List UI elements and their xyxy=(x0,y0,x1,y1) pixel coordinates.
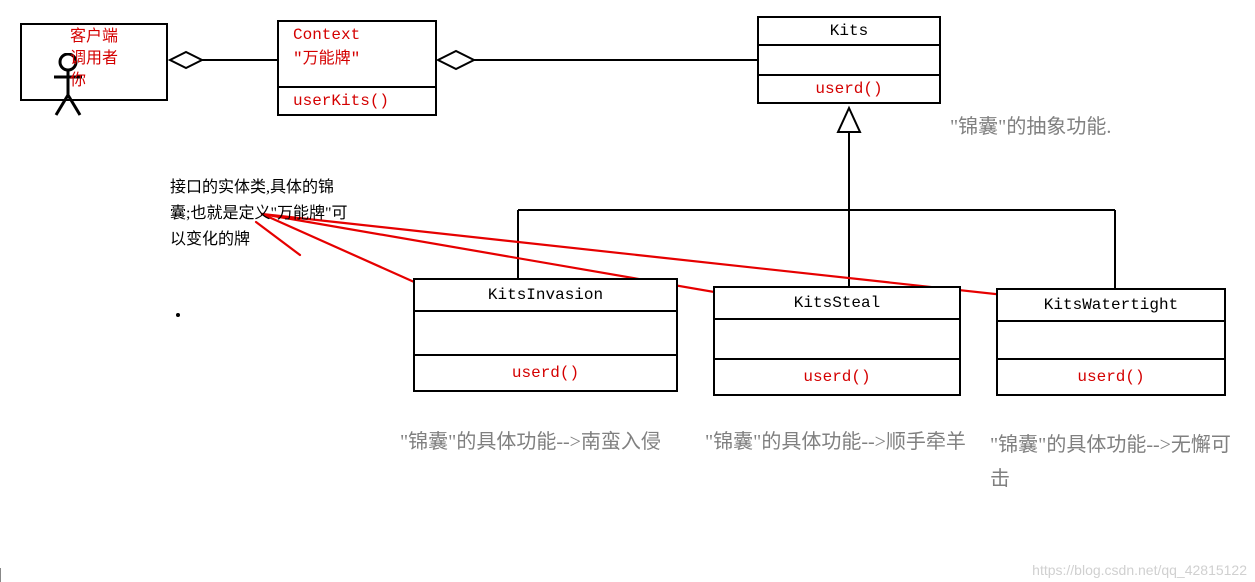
uml-kitsinvasion: KitsInvasion userd() xyxy=(413,278,678,392)
kits-empty-section xyxy=(759,44,939,74)
watermark: https://blog.csdn.net/qq_42815122 xyxy=(1032,562,1247,578)
client-line2: 调用者 xyxy=(70,48,118,70)
client-label: 客户端 调用者 你 xyxy=(70,26,118,92)
kitsinvasion-desc: "锦囊"的具体功能-->南蛮入侵 xyxy=(400,425,690,459)
kits-method: userd() xyxy=(759,74,939,102)
impl-note: 接口的实体类,具体的锦 囊;也就是定义"万能牌"可 以变化的牌 xyxy=(170,175,380,253)
kits-description: "锦囊"的抽象功能. xyxy=(950,110,1111,144)
uml-kitswatertight: KitsWatertight userd() xyxy=(996,288,1226,396)
uml-kits: Kits userd() xyxy=(757,16,941,104)
client-line1: 客户端 xyxy=(70,26,118,48)
uml-context: Context "万能牌" userKits() xyxy=(277,20,437,116)
kitswatertight-method: userd() xyxy=(998,358,1224,394)
kitswatertight-desc: "锦囊"的具体功能-->无懈可击 xyxy=(990,428,1250,496)
kitssteal-desc: "锦囊"的具体功能-->顺手牵羊 xyxy=(705,425,980,459)
aggregation-context-kits xyxy=(438,51,757,69)
client-line3: 你 xyxy=(70,70,118,92)
left-tick-icon xyxy=(0,568,7,582)
kitsinvasion-empty xyxy=(415,310,676,354)
kitssteal-empty xyxy=(715,318,959,358)
impl-note-l1: 接口的实体类,具体的锦 xyxy=(170,175,380,201)
stray-dot xyxy=(176,313,180,317)
kitsinvasion-method: userd() xyxy=(415,354,676,390)
context-title-2: "万能牌" xyxy=(293,44,421,68)
kitssteal-method: userd() xyxy=(715,358,959,394)
kitssteal-title: KitsSteal xyxy=(715,288,959,318)
kitswatertight-empty xyxy=(998,320,1224,358)
impl-note-l3: 以变化的牌 xyxy=(170,227,380,253)
impl-note-l2: 囊;也就是定义"万能牌"可 xyxy=(170,201,380,227)
uml-kitssteal: KitsSteal userd() xyxy=(713,286,961,396)
kits-title: Kits xyxy=(759,18,939,44)
aggregation-client-context xyxy=(170,52,277,68)
kitsinvasion-title: KitsInvasion xyxy=(415,280,676,310)
kitswatertight-title: KitsWatertight xyxy=(998,290,1224,320)
context-title-1: Context xyxy=(293,26,421,44)
context-method: userKits() xyxy=(279,86,435,114)
